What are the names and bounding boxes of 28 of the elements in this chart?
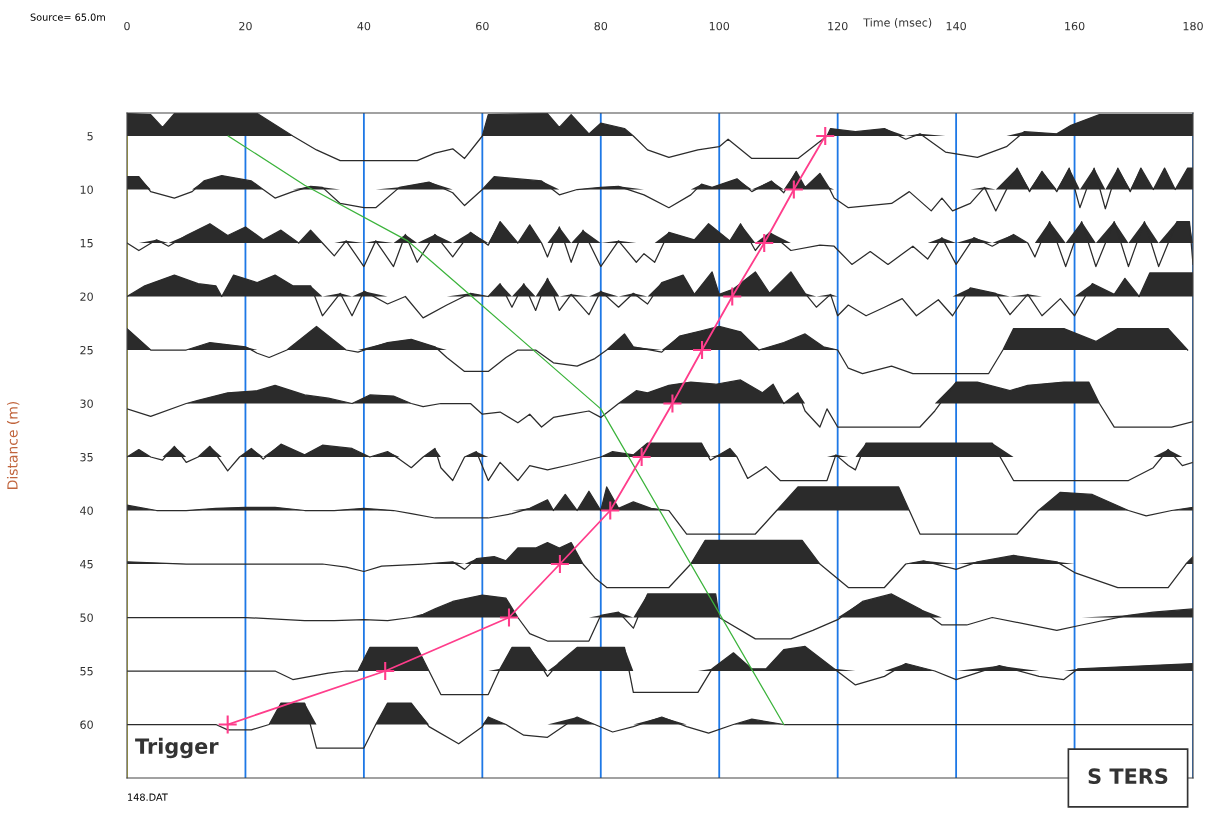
- y-tick-label: 15: [80, 239, 93, 248]
- annotation: Trigger: [135, 737, 219, 759]
- y-tick-label: 40: [80, 506, 93, 515]
- x-tick-label: 60: [476, 21, 489, 31]
- y-tick-label: 20: [80, 292, 93, 301]
- y-tick-label: 45: [80, 560, 93, 569]
- y-tick-label: 60: [80, 720, 93, 729]
- x-tick-label: 180: [1183, 21, 1203, 31]
- y-tick-label: 30: [80, 399, 93, 408]
- y-axis-title: Distance (m): [6, 401, 20, 489]
- source-note: Source= 65.0m: [30, 13, 105, 21]
- y-tick-label: 25: [80, 345, 93, 355]
- y-tick-label: 10: [80, 185, 93, 194]
- annotation: S TERS: [1088, 768, 1168, 785]
- x-tick-label: 120: [828, 21, 848, 31]
- x-tick-label: 160: [1065, 21, 1085, 31]
- x-tick-label: 20: [239, 21, 252, 31]
- y-tick-label: 35: [80, 452, 93, 462]
- x-tick-label: 140: [946, 21, 966, 31]
- x-tick-label: 80: [594, 21, 608, 31]
- y-tick-label: 50: [80, 613, 93, 622]
- y-tick-label: 5: [87, 132, 93, 141]
- x-axis-title: Time (msec): [863, 18, 932, 29]
- x-tick-label: 100: [709, 21, 730, 31]
- x-tick-label: 40: [357, 21, 371, 31]
- y-tick-label: 55: [80, 667, 93, 676]
- text: 148.DAT: [128, 793, 168, 801]
- x-tick-label: 0: [124, 21, 130, 31]
